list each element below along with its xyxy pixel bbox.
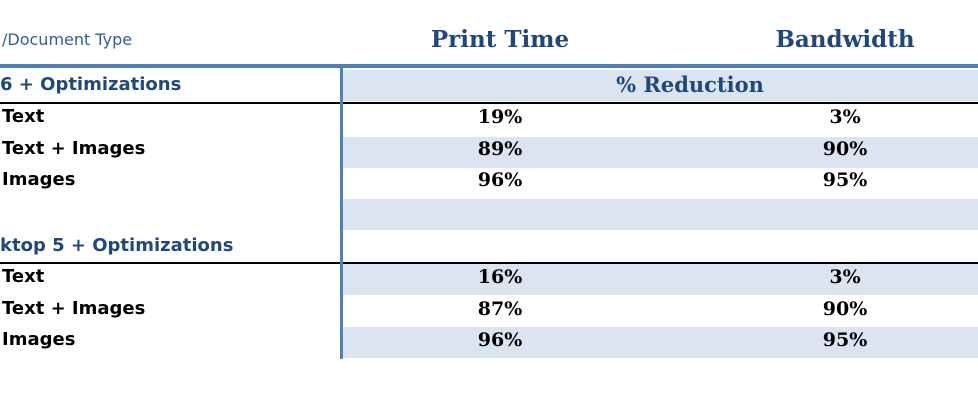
group-label: 6 + Optimizations: [0, 74, 182, 95]
row-label: Text: [2, 266, 45, 287]
group-rule: [0, 102, 978, 104]
column-divider: [340, 66, 343, 359]
row-label: Text + Images: [2, 137, 146, 159]
cell-value: 19%: [477, 106, 523, 128]
column-header: Print Time: [430, 26, 570, 53]
cell-value: 90%: [822, 137, 868, 160]
cell-value: 96%: [477, 329, 523, 351]
row-label: Text: [2, 106, 45, 127]
row-label: Images: [2, 169, 76, 190]
header-rule: [0, 64, 978, 68]
row-fill: [343, 199, 978, 230]
subheader: % Reduction: [616, 72, 764, 97]
cell-value: 16%: [477, 266, 523, 288]
cell-value: 87%: [477, 297, 523, 320]
row-fill: [343, 70, 978, 101]
row-header-label: /Document Type: [2, 30, 133, 49]
group-rule: [0, 262, 978, 264]
cell-value: 95%: [822, 169, 868, 191]
row-fill: [343, 137, 978, 168]
row-label: Text + Images: [2, 297, 146, 319]
cell-value: 96%: [477, 169, 523, 191]
cell-value: 95%: [822, 329, 868, 351]
row-fill: [343, 264, 978, 295]
cell-value: 90%: [822, 297, 868, 320]
cell-value: 3%: [829, 266, 861, 288]
cell-value: 3%: [829, 106, 861, 128]
group-label: ktop 5 + Optimizations: [0, 235, 234, 256]
row-fill: [343, 327, 978, 358]
column-header: Bandwidth: [775, 26, 915, 53]
row-label: Images: [2, 329, 76, 350]
cell-value: 89%: [477, 137, 523, 160]
